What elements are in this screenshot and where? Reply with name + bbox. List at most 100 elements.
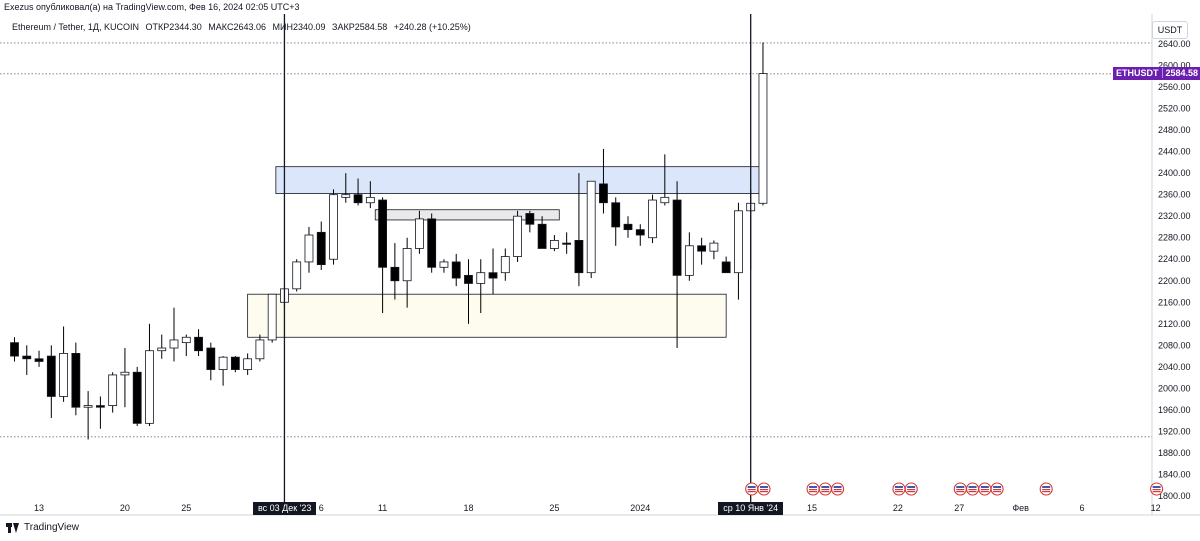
y-tick-label: 1920.00	[1158, 426, 1191, 436]
y-tick-label: 2480.00	[1158, 125, 1191, 135]
x-tick-label: Фев	[1012, 503, 1029, 513]
event-flag-blue	[1152, 486, 1161, 488]
y-tick-label: 1960.00	[1158, 405, 1191, 415]
event-flag-icon	[745, 482, 759, 496]
candle-up	[267, 293, 277, 341]
brand-label: TradingView	[24, 522, 80, 533]
candle-down	[427, 218, 437, 268]
candle-up	[439, 261, 449, 268]
candle-down	[10, 342, 19, 357]
x-tick-label: 22	[893, 503, 903, 513]
zones-layer	[247, 166, 764, 338]
support-zone	[247, 293, 727, 338]
candle-down	[34, 358, 44, 362]
candle-up	[304, 234, 314, 263]
event-flag-blue	[894, 486, 903, 488]
candle-down	[46, 355, 56, 397]
event-flag-blue	[968, 486, 977, 488]
event-flag-blue	[993, 486, 1002, 488]
candle-up	[476, 272, 486, 284]
candle-up	[758, 73, 768, 204]
event-flag-icon	[953, 482, 967, 496]
candle-up	[549, 240, 559, 249]
candle-up	[415, 218, 424, 249]
event-flag-red	[907, 489, 916, 491]
x-tick-label: 25	[181, 503, 191, 513]
candle-up	[709, 242, 719, 252]
event-flag-icon	[990, 482, 1004, 496]
ohlc-legend: Ethereum / Tether, 1Д, KUCOIN ОТКР2344.3…	[12, 22, 475, 32]
x-tick-label: 20	[120, 503, 130, 513]
candle-down	[623, 223, 633, 231]
event-flag-red	[833, 491, 842, 493]
y-tick-label: 2120.00	[1158, 319, 1191, 329]
low-value: МИН2340.09	[272, 22, 326, 32]
x-tick-label: 13	[34, 503, 44, 513]
candle-up	[108, 374, 118, 406]
date-marker-left: вс 03 Дек '23	[252, 502, 317, 515]
price-tag-value: 2584.58	[1165, 68, 1199, 79]
candle-down	[525, 213, 535, 225]
tradingview-logo-icon	[6, 522, 20, 533]
event-flag-red	[956, 489, 965, 491]
candle-up	[169, 339, 179, 349]
candle-down	[488, 272, 498, 279]
candle-down	[697, 245, 707, 252]
y-tick-label: 1800.00	[1158, 491, 1191, 501]
candles-layer	[10, 42, 768, 440]
event-flag-red	[907, 491, 916, 493]
y-axis: 1800.00 1840.00 1880.00 1920.00 1960.00 2000.…	[1158, 39, 1191, 501]
event-icons-layer	[745, 482, 1164, 496]
currency-button[interactable]: USDT	[1152, 21, 1188, 39]
event-flag-red	[1152, 491, 1161, 493]
candle-down	[599, 183, 608, 204]
candle-up	[500, 256, 510, 274]
candle-down	[390, 266, 400, 282]
y-tick-label: 2040.00	[1158, 362, 1191, 372]
candle-up	[648, 199, 657, 239]
event-flag-red	[759, 489, 768, 491]
event-flag-red	[894, 489, 903, 491]
event-flag-red	[993, 489, 1002, 491]
candle-up	[83, 405, 93, 408]
candle-up	[402, 248, 412, 282]
candle-down	[672, 199, 682, 276]
candle-down	[635, 229, 645, 236]
event-flag-blue	[833, 486, 842, 488]
candle-down	[95, 405, 105, 408]
candle-down	[132, 371, 142, 424]
event-flag-blue	[747, 486, 756, 488]
last-price-tag: ETHUSDT 2584.58	[1113, 67, 1200, 81]
event-flag-red	[956, 491, 965, 493]
pair-label: Ethereum / Tether, 1Д, KUCOIN	[12, 22, 139, 32]
candle-down	[451, 261, 461, 279]
event-flag-red	[759, 491, 768, 493]
event-flag-icon	[818, 482, 832, 496]
candle-down	[194, 336, 203, 352]
event-flag-icon	[1150, 482, 1164, 496]
event-flag-icon	[757, 482, 771, 496]
footer-brand[interactable]: TradingView	[6, 522, 79, 533]
plot-frame	[0, 14, 1200, 516]
x-tick-label: 15	[807, 503, 817, 513]
candle-down	[574, 240, 584, 274]
event-flag-blue	[759, 486, 768, 488]
event-flag-blue	[821, 486, 830, 488]
x-tick-label: 25	[549, 503, 559, 513]
candle-down	[353, 194, 363, 204]
event-flag-red	[747, 491, 756, 493]
candle-up	[513, 215, 522, 257]
date-marker-right: ср 10 Янв '24	[718, 502, 784, 515]
change-value: +240.28 (+10.25%)	[393, 22, 471, 32]
x-tick-label: 11	[378, 503, 387, 513]
high-value: МАКС2643.06	[208, 22, 266, 32]
candle-up	[145, 350, 154, 424]
event-flag-icon	[806, 482, 820, 496]
y-tick-label: 1880.00	[1158, 448, 1191, 458]
event-flag-red	[821, 491, 830, 493]
event-flag-blue	[980, 486, 989, 488]
event-flag-red	[809, 489, 818, 491]
y-tick-label: 2360.00	[1158, 190, 1191, 200]
candle-down	[611, 202, 621, 228]
